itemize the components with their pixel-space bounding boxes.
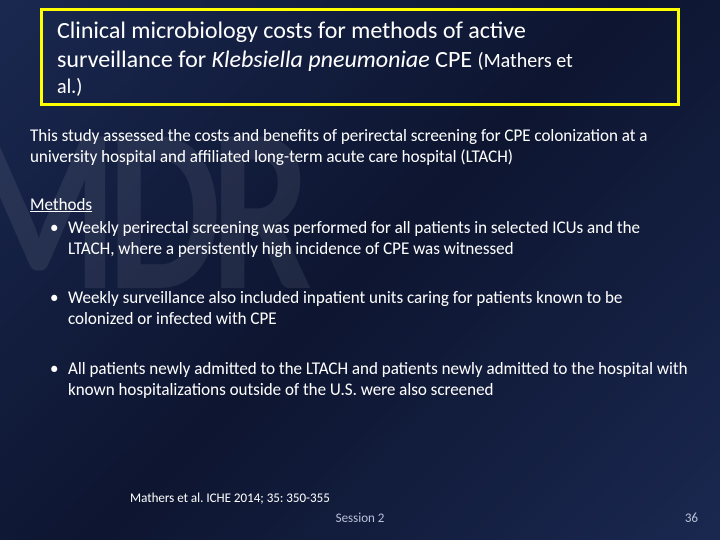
session-label: Session 2 — [0, 511, 720, 526]
intro-paragraph: This study assessed the costs and benefi… — [20, 125, 690, 168]
page-number: 36 — [685, 511, 698, 526]
body-content: This study assessed the costs and benefi… — [20, 125, 690, 428]
title-line2-italic: Klebsiella pneumoniae — [212, 45, 430, 74]
title-box: Clinical microbiology costs for methods … — [40, 8, 680, 106]
title-line2-part1: surveillance for — [57, 45, 212, 74]
title-line2-small: (Mathers et — [478, 49, 573, 73]
bullet-1: Weekly perirectal screening was performe… — [20, 217, 690, 260]
title-line2-part2: CPE — [430, 45, 478, 74]
title-line2: surveillance for Klebsiella pneumoniae C… — [57, 46, 663, 75]
bullet-3: All patients newly admitted to the LTACH… — [20, 358, 690, 401]
methods-heading: Methods — [20, 194, 690, 215]
title-line3: al.) — [57, 75, 663, 99]
title-line1: Clinical microbiology costs for methods … — [57, 17, 663, 46]
bullet-2: Weekly surveillance also included inpati… — [20, 287, 690, 330]
citation: Mathers et al. ICHE 2014; 35: 350-355 — [130, 491, 330, 506]
